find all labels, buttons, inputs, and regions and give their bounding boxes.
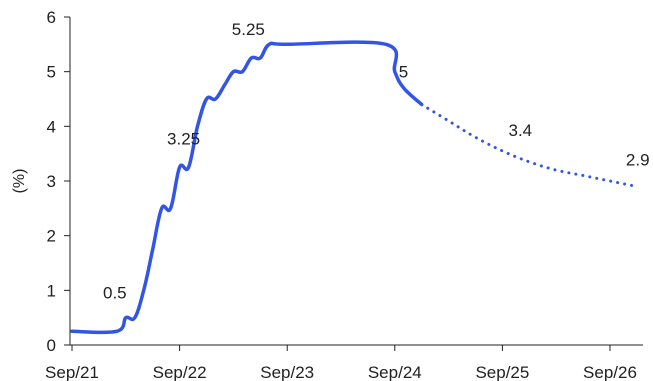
data-label: 2.9 <box>626 150 650 169</box>
x-tick-label: Sep/26 <box>583 363 637 381</box>
x-ticks: Sep/21 Sep/22 Sep/23 Sep/24 Sep/25 Sep/26 <box>45 345 637 381</box>
actual-series-line <box>70 40 424 335</box>
y-tick-label: 4 <box>47 117 56 136</box>
annotations: 0.5 3.25 5.25 5 3.4 2.9 <box>103 20 650 303</box>
y-axis-title: (%) <box>11 169 28 194</box>
x-tick-label: Sep/22 <box>153 363 207 381</box>
y-tick-label: 1 <box>47 281 56 300</box>
x-tick-label: Sep/21 <box>45 363 99 381</box>
data-label: 3.25 <box>167 129 200 148</box>
y-tick-label: 3 <box>47 172 56 191</box>
data-label: 5 <box>399 63 408 82</box>
y-tick-label: 5 <box>47 63 56 82</box>
x-tick-label: Sep/25 <box>475 363 529 381</box>
y-tick-label: 6 <box>47 8 56 27</box>
y-ticks: 0 1 2 3 4 5 6 <box>47 8 70 355</box>
series-lines <box>70 40 639 335</box>
data-label: 3.4 <box>509 121 533 140</box>
x-tick-label: Sep/24 <box>368 363 422 381</box>
y-tick-label: 0 <box>47 336 56 355</box>
y-tick-label: 2 <box>47 227 56 246</box>
x-tick-label: Sep/23 <box>260 363 314 381</box>
data-label: 5.25 <box>232 20 265 39</box>
forecast-series-line <box>420 103 639 188</box>
data-label: 0.5 <box>103 284 127 303</box>
